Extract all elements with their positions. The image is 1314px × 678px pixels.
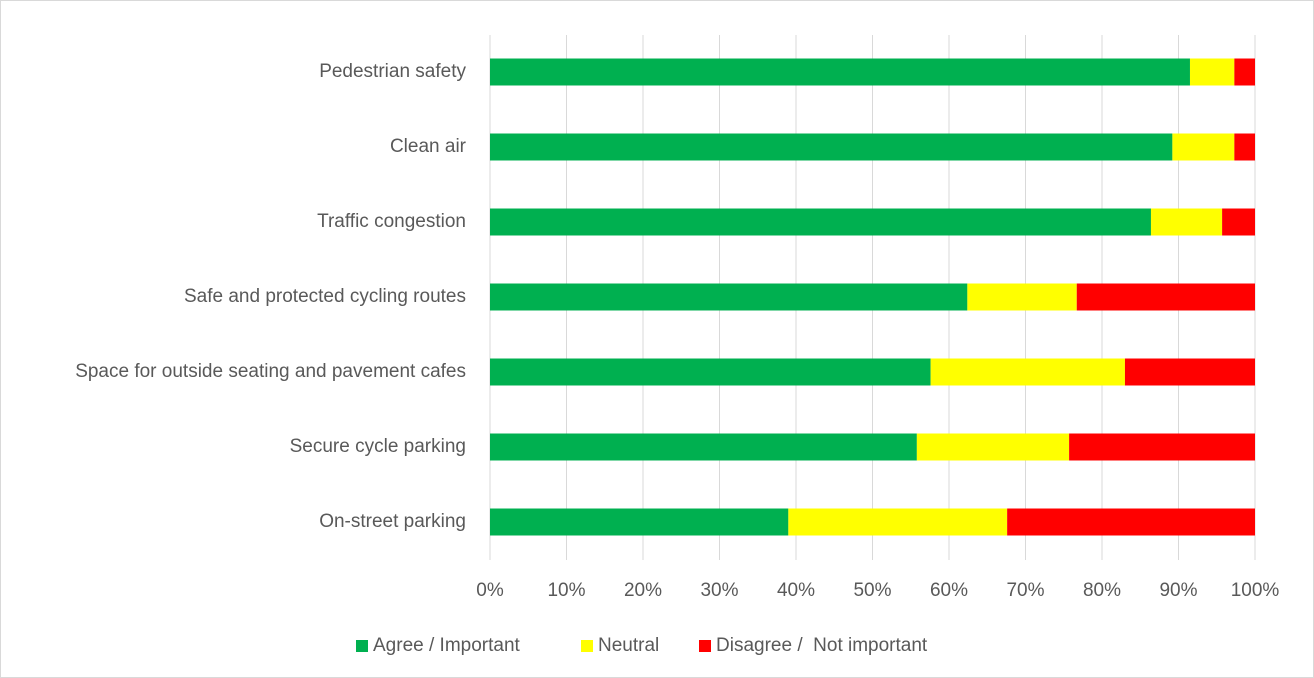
x-tick-label: 0% [476, 580, 504, 601]
bar-segment [1172, 133, 1235, 161]
y-tick-label: Pedestrian safety [319, 61, 466, 82]
bar-segment [490, 283, 968, 311]
x-tick-label: 20% [624, 580, 662, 601]
y-tick-label: Secure cycle parking [290, 436, 466, 457]
bar-segment [490, 508, 789, 536]
y-tick-label: Traffic congestion [317, 211, 466, 232]
legend-label: Disagree / Not important [716, 635, 928, 656]
bar-segment [1222, 208, 1255, 236]
bar-segment [1234, 58, 1255, 86]
bar-segment [1234, 133, 1255, 161]
y-tick-label: Safe and protected cycling routes [184, 286, 466, 307]
legend-swatch [581, 640, 593, 652]
legend-swatch [699, 640, 711, 652]
bar-segment [490, 358, 931, 386]
bar-segment [930, 358, 1125, 386]
y-tick-label: Space for outside seating and pavement c… [75, 361, 466, 382]
x-tick-label: 50% [853, 580, 891, 601]
y-tick-label: Clean air [390, 136, 467, 157]
x-tick-label: 90% [1159, 580, 1197, 601]
bar-segment [1189, 58, 1235, 86]
bar-segment [1069, 433, 1255, 461]
legend-swatch [356, 640, 368, 652]
bar-segment [490, 58, 1190, 86]
x-tick-label: 70% [1006, 580, 1044, 601]
bar-segment [788, 508, 1008, 536]
bar-segment [967, 283, 1077, 311]
bar-segment [916, 433, 1070, 461]
legend-label: Neutral [598, 635, 659, 656]
x-tick-label: 60% [930, 580, 968, 601]
bar-segment [1150, 208, 1223, 236]
x-tick-label: 30% [700, 580, 738, 601]
legend-label: Agree / Important [373, 635, 521, 656]
x-tick-label: 80% [1083, 580, 1121, 601]
bar-segment [490, 208, 1151, 236]
x-tick-label: 40% [777, 580, 815, 601]
bar-segment [1124, 358, 1255, 386]
y-tick-label: On-street parking [319, 511, 466, 532]
bar-segment [1076, 283, 1255, 311]
bar-segment [490, 433, 917, 461]
bar-segment [1007, 508, 1255, 536]
x-tick-label: 100% [1231, 580, 1280, 601]
x-tick-label: 10% [547, 580, 585, 601]
bar-segment [490, 133, 1173, 161]
